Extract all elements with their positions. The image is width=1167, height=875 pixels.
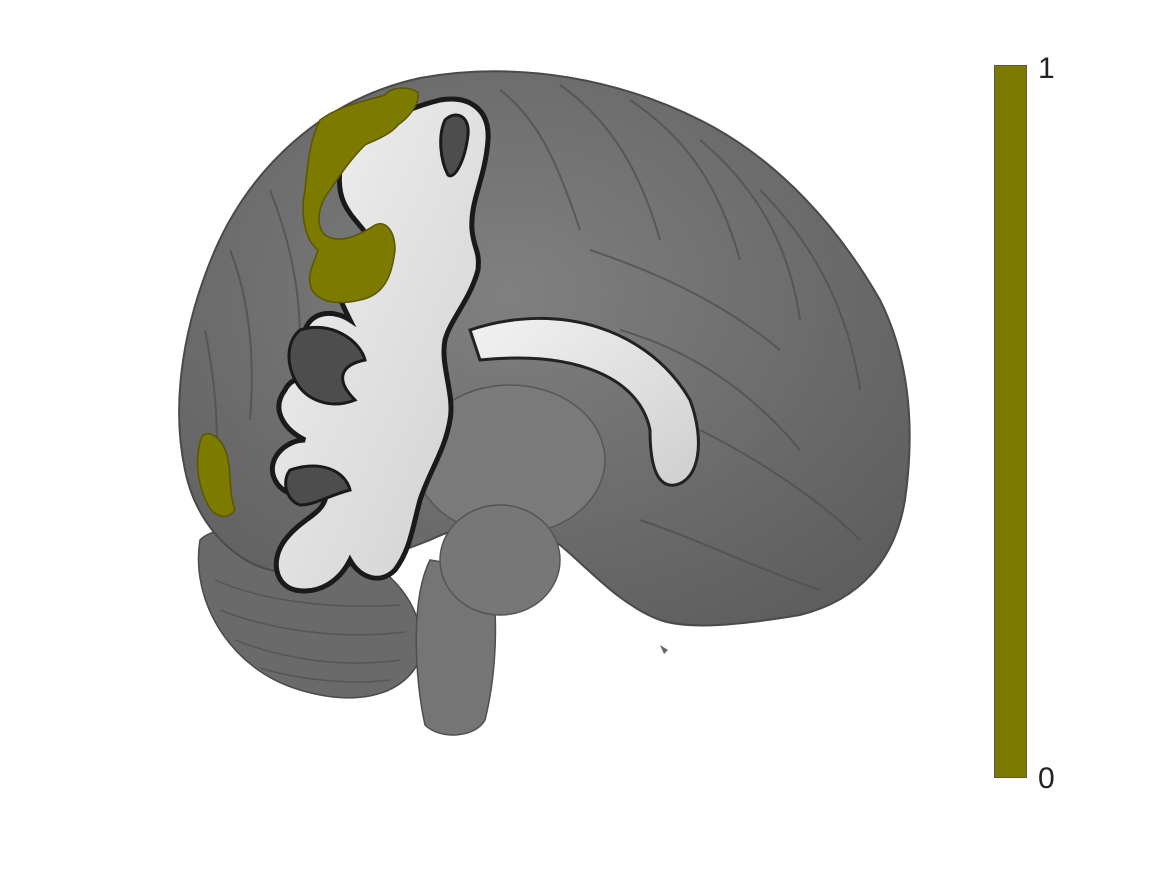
colorbar-max-label: 1 <box>1038 52 1055 85</box>
surface-fragment <box>660 645 668 654</box>
midbrain <box>439 504 561 616</box>
overlay-regions <box>196 87 419 517</box>
overlay-region-superior <box>302 87 419 304</box>
corpus-callosum <box>468 317 700 487</box>
colorbar-min-label: 0 <box>1038 762 1055 795</box>
ventricle-cavities <box>284 113 470 507</box>
overlay-region-posterior <box>196 433 236 517</box>
colorbar-fill <box>995 66 1026 777</box>
colorbar <box>994 65 1027 778</box>
cerebellum-folia <box>214 579 406 683</box>
